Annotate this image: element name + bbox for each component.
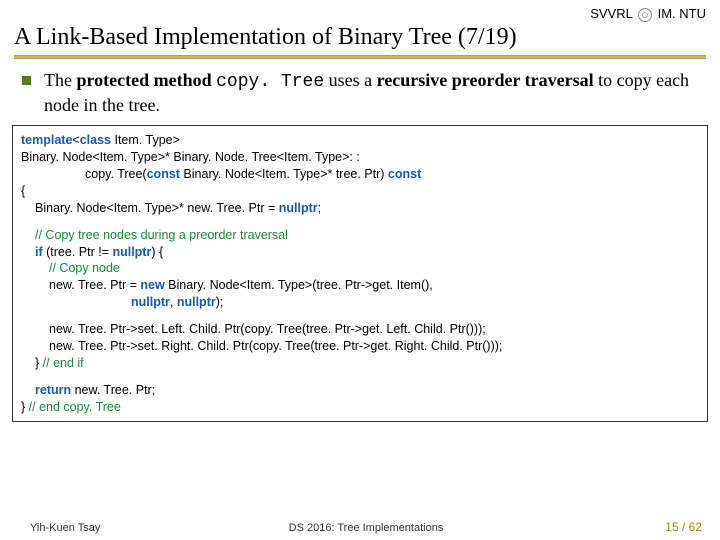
code-line: return new. Tree. Ptr; xyxy=(21,382,699,399)
logo-icon xyxy=(638,8,652,22)
spacer xyxy=(21,372,699,382)
t: , xyxy=(170,295,177,309)
footer: Yih-Kuen Tsay DS 2016: Tree Implementati… xyxy=(0,522,720,534)
kw-nullptr: nullptr xyxy=(279,201,318,215)
kw-nullptr3: nullptr xyxy=(131,295,170,309)
code-line: Binary. Node<Item. Type>* Binary. Node. … xyxy=(21,149,699,166)
code-comment: // end copy. Tree xyxy=(29,400,121,414)
t: } xyxy=(21,400,29,414)
kw-new: new xyxy=(140,278,164,292)
t: (tree. Ptr != xyxy=(43,245,113,259)
footer-author: Yih-Kuen Tsay xyxy=(30,522,100,534)
t: Item. Type> xyxy=(111,133,180,147)
t: Binary. Node<Item. Type>* new. Tree. Ptr… xyxy=(35,201,279,215)
bullet-text: The protected method copy. Tree uses a r… xyxy=(44,69,696,118)
t: ) { xyxy=(151,245,163,259)
footer-course: DS 2016: Tree Implementations xyxy=(30,522,702,534)
org-right: IM. NTU xyxy=(658,6,706,21)
code-box: template<class Item. Type> Binary. Node<… xyxy=(12,125,708,422)
spacer xyxy=(21,217,699,227)
kw-return: return xyxy=(35,383,71,397)
bullet-b2: recursive preorder traversal xyxy=(377,70,594,90)
code-line: new. Tree. Ptr->set. Right. Child. Ptr(c… xyxy=(21,338,699,355)
code-line: Binary. Node<Item. Type>* new. Tree. Ptr… xyxy=(21,200,699,217)
code-line: } // end if xyxy=(21,355,699,372)
code-line: template<class Item. Type> xyxy=(21,132,699,149)
t: copy. Tree( xyxy=(85,167,147,181)
bullet-pre: The xyxy=(44,70,76,90)
bullet-icon xyxy=(22,76,31,85)
t: } xyxy=(35,356,43,370)
kw-const2: const xyxy=(388,167,421,181)
kw-template: template xyxy=(21,133,72,147)
kw-class: class xyxy=(80,133,111,147)
code-line: { xyxy=(21,183,699,200)
code-line: new. Tree. Ptr = new Binary. Node<Item. … xyxy=(21,277,699,294)
t: Binary. Node<Item. Type>(tree. Ptr->get.… xyxy=(165,278,433,292)
t: Binary. Node<Item. Type>* tree. Ptr) xyxy=(180,167,388,181)
spacer xyxy=(21,311,699,321)
code-line: nullptr, nullptr); xyxy=(21,294,699,311)
footer-page: 15 / 62 xyxy=(665,520,702,534)
t: new. Tree. Ptr = xyxy=(49,278,140,292)
code-line: } // end copy. Tree xyxy=(21,399,699,416)
code-comment: // Copy tree nodes during a preorder tra… xyxy=(21,227,699,244)
code-line: if (tree. Ptr != nullptr) { xyxy=(21,244,699,261)
kw-nullptr4: nullptr xyxy=(177,295,216,309)
bullet-code: copy. Tree xyxy=(216,72,324,92)
slide-title: A Link-Based Implementation of Binary Tr… xyxy=(14,24,706,51)
bullet-mid: uses a xyxy=(324,70,377,90)
kw-nullptr2: nullptr xyxy=(112,245,151,259)
t: new. Tree. Ptr; xyxy=(71,383,155,397)
code-comment: // end if xyxy=(43,356,84,370)
bullet-block: The protected method copy. Tree uses a r… xyxy=(0,59,720,126)
header: SVVRL IM. NTU A Link-Based Implementatio… xyxy=(0,0,720,59)
t: ); xyxy=(216,295,224,309)
t: < xyxy=(72,133,79,147)
t: ; xyxy=(318,201,321,215)
org-line: SVVRL IM. NTU xyxy=(14,6,706,22)
code-line: new. Tree. Ptr->set. Left. Child. Ptr(co… xyxy=(21,321,699,338)
org-left: SVVRL xyxy=(590,6,632,21)
kw-if: if xyxy=(35,245,43,259)
code-line: copy. Tree(const Binary. Node<Item. Type… xyxy=(21,166,699,183)
kw-const: const xyxy=(147,167,180,181)
code-comment: // Copy node xyxy=(21,260,699,277)
bullet-b1: protected method xyxy=(76,70,216,90)
